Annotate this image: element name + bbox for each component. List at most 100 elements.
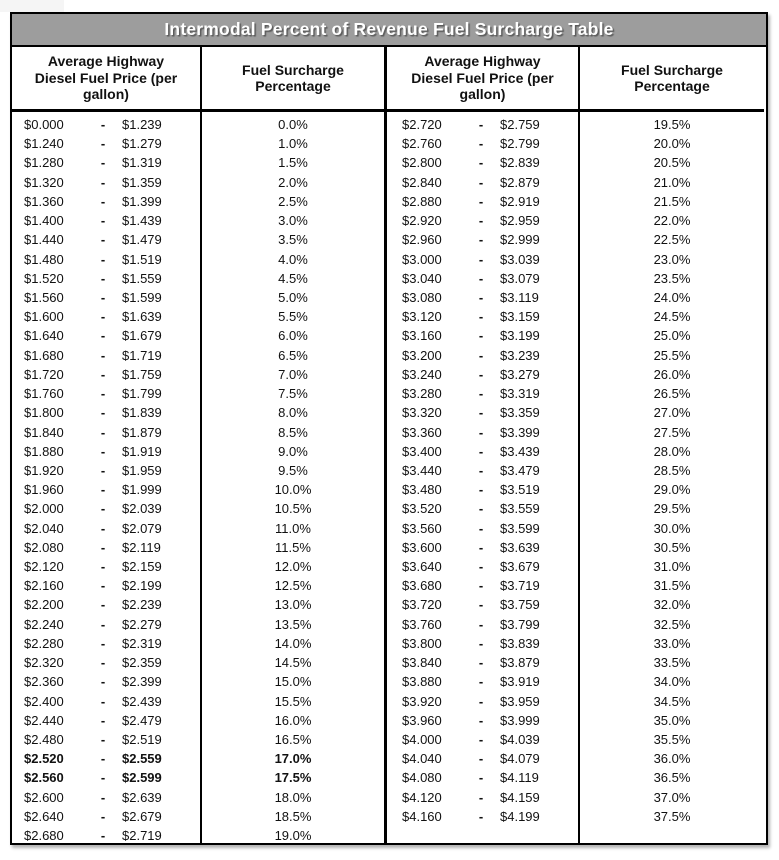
surcharge-pct-cell: 25.5% bbox=[653, 347, 691, 363]
surcharge-pct-cell: 7.0% bbox=[278, 366, 308, 382]
price-high: $3.239 bbox=[500, 347, 540, 363]
price-range-cell: $2.160 - $2.199 bbox=[12, 576, 200, 595]
price-header-text: Average Highway Diesel Fuel Price (per g… bbox=[34, 53, 178, 103]
price-low: $2.840 bbox=[402, 174, 442, 190]
price-high: $2.519 bbox=[122, 732, 162, 747]
price-low: $3.920 bbox=[402, 693, 442, 709]
price-range-cell: $2.720 - $2.759 bbox=[387, 115, 578, 134]
price-high: $1.999 bbox=[122, 482, 162, 498]
surcharge-pct-cell: 30.5% bbox=[653, 539, 691, 555]
surcharge-header-text: Fuel Surcharge Percentage bbox=[242, 61, 344, 95]
range-dash: - bbox=[100, 674, 106, 690]
price-low: $3.560 bbox=[402, 520, 442, 536]
surcharge-pct-cell: 14.5% bbox=[274, 655, 312, 671]
range-dash: - bbox=[100, 386, 106, 402]
price-high: $1.759 bbox=[122, 366, 162, 382]
price-high: $3.159 bbox=[500, 309, 540, 325]
price-high: $2.159 bbox=[122, 559, 162, 575]
range-dash: - bbox=[478, 366, 484, 382]
price-range-cell: $3.080 - $3.119 bbox=[387, 288, 578, 307]
price-low: $1.480 bbox=[24, 251, 64, 267]
range-dash: - bbox=[478, 386, 484, 402]
price-low: $2.200 bbox=[24, 597, 64, 613]
left-pct-rows: 0.0% 1.0% 1.5% 2.0% 2.5% 3.0% 3.5% 4.0% 4.5% 5.0%… bbox=[202, 112, 384, 845]
price-range-cell: $3.120 - $3.159 bbox=[387, 307, 578, 326]
surcharge-pct-cell: 5.5% bbox=[278, 309, 308, 325]
price-range-cell: $3.040 - $3.079 bbox=[387, 269, 578, 288]
price-high: $3.679 bbox=[500, 559, 540, 575]
scan-artifact bbox=[0, 0, 64, 12]
price-range-cell: $2.080 - $2.119 bbox=[12, 538, 200, 557]
range-dash: - bbox=[478, 405, 484, 421]
price-high: $3.519 bbox=[500, 482, 540, 498]
surcharge-pct-cell: 17.5% bbox=[274, 770, 312, 786]
surcharge-pct-cell: 5.0% bbox=[278, 289, 308, 305]
price-high: $3.479 bbox=[500, 462, 540, 478]
price-range-cell: $2.240 - $2.279 bbox=[12, 615, 200, 634]
price-range-cell: $1.400 - $1.439 bbox=[12, 211, 200, 230]
price-low: $2.040 bbox=[24, 520, 64, 536]
surcharge-pct-cell: 9.5% bbox=[278, 462, 308, 478]
range-dash: - bbox=[478, 347, 484, 363]
price-low: $2.440 bbox=[24, 712, 64, 728]
price-high: $1.359 bbox=[122, 174, 162, 190]
price-low: $1.360 bbox=[24, 193, 64, 209]
surcharge-pct-cell: 1.5% bbox=[278, 155, 308, 171]
price-low: $2.920 bbox=[402, 213, 442, 229]
range-dash: - bbox=[100, 347, 106, 363]
range-dash: - bbox=[100, 251, 106, 267]
range-dash: - bbox=[478, 289, 484, 305]
surcharge-pct-cell: 35.5% bbox=[653, 732, 691, 747]
range-dash: - bbox=[100, 405, 106, 421]
range-dash: - bbox=[478, 712, 484, 728]
range-dash: - bbox=[478, 424, 484, 440]
price-high: $2.999 bbox=[500, 232, 540, 248]
price-low: $3.960 bbox=[402, 712, 442, 728]
price-range-cell: $1.840 - $1.879 bbox=[12, 423, 200, 442]
price-high: $4.199 bbox=[500, 808, 540, 824]
price-high: $3.599 bbox=[500, 520, 540, 536]
price-low: $1.680 bbox=[24, 347, 64, 363]
surcharge-pct-cell: 30.0% bbox=[653, 520, 691, 536]
range-dash: - bbox=[100, 232, 106, 248]
range-dash: - bbox=[100, 424, 106, 440]
price-range-cell: $0.000 - $1.239 bbox=[12, 115, 200, 134]
left-surcharge-column: Fuel Surcharge Percentage 0.0% 1.0% 1.5% 2.… bbox=[202, 47, 387, 843]
price-low: $1.440 bbox=[24, 232, 64, 248]
surcharge-pct-cell: 34.5% bbox=[653, 693, 691, 709]
price-high: $4.159 bbox=[500, 789, 540, 805]
range-dash: - bbox=[478, 520, 484, 536]
range-dash: - bbox=[478, 462, 484, 478]
price-high: $3.799 bbox=[500, 616, 540, 632]
price-range-cell: $1.640 - $1.679 bbox=[12, 326, 200, 345]
price-high: $2.919 bbox=[500, 193, 540, 209]
price-range-cell: $3.240 - $3.279 bbox=[387, 365, 578, 384]
range-dash: - bbox=[100, 117, 106, 132]
price-range-cell: $3.920 - $3.959 bbox=[387, 692, 578, 711]
price-low: $1.240 bbox=[24, 136, 64, 152]
left-price-rows: $0.000- $1.239 $1.240- $1.279 $1.280- $1.319 $… bbox=[12, 112, 200, 845]
range-dash: - bbox=[478, 616, 484, 632]
price-low: $2.160 bbox=[24, 578, 64, 594]
price-low: $1.920 bbox=[24, 462, 64, 478]
price-range-cell: $1.720 - $1.759 bbox=[12, 365, 200, 384]
price-high: $1.239 bbox=[122, 117, 162, 132]
range-dash: - bbox=[478, 232, 484, 248]
price-high: $3.199 bbox=[500, 328, 540, 344]
range-dash: - bbox=[478, 539, 484, 555]
surcharge-pct-cell: 26.0% bbox=[653, 366, 691, 382]
surcharge-pct-cell: 4.5% bbox=[278, 270, 308, 286]
price-high: $3.559 bbox=[500, 501, 540, 517]
price-low: $4.040 bbox=[402, 751, 442, 767]
range-dash: - bbox=[100, 482, 106, 498]
price-low: $3.240 bbox=[402, 366, 442, 382]
price-high: $3.879 bbox=[500, 655, 540, 671]
price-range-cell: $1.920 - $1.959 bbox=[12, 461, 200, 480]
price-range-cell: $3.480 - $3.519 bbox=[387, 480, 578, 499]
price-low: $2.360 bbox=[24, 674, 64, 690]
price-range-cell: $2.960 - $2.999 bbox=[387, 230, 578, 249]
price-high: $1.319 bbox=[122, 155, 162, 171]
surcharge-pct-cell: 17.0% bbox=[274, 751, 312, 767]
price-low: $2.320 bbox=[24, 655, 64, 671]
range-dash: - bbox=[100, 462, 106, 478]
